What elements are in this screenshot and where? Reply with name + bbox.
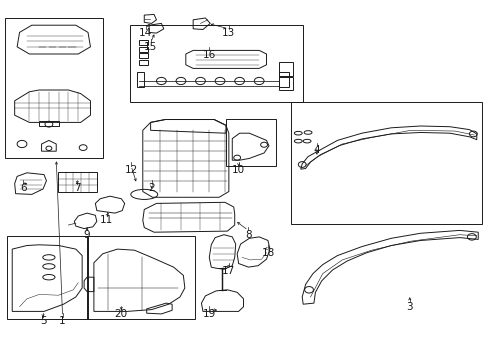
Bar (290, 102, 481, 224)
Bar (129, 25, 303, 102)
Text: 15: 15 (143, 42, 157, 52)
Text: 17: 17 (222, 266, 235, 276)
Text: 1: 1 (59, 316, 66, 326)
Text: 2: 2 (148, 183, 155, 193)
Text: 5: 5 (40, 316, 46, 326)
Text: 20: 20 (115, 309, 127, 319)
Text: 4: 4 (313, 145, 320, 156)
Bar (139, 40, 148, 45)
Text: 7: 7 (74, 183, 81, 193)
Bar (278, 62, 293, 76)
Bar (278, 77, 293, 90)
Text: 18: 18 (261, 248, 274, 258)
Text: 16: 16 (202, 50, 216, 60)
Bar (225, 119, 276, 166)
Bar (139, 47, 148, 52)
Text: 6: 6 (20, 183, 27, 193)
Bar (5, 18, 102, 158)
Text: 8: 8 (244, 230, 251, 240)
Bar (139, 60, 148, 65)
Text: 11: 11 (100, 215, 113, 225)
Text: 14: 14 (139, 28, 152, 38)
Text: 10: 10 (232, 165, 244, 175)
Bar (87, 236, 194, 319)
Text: 3: 3 (406, 302, 412, 312)
Bar (139, 53, 148, 58)
Bar (58, 172, 97, 192)
Text: 12: 12 (124, 165, 138, 175)
Text: 9: 9 (83, 230, 90, 240)
Bar (7, 236, 88, 319)
Text: 19: 19 (202, 309, 216, 319)
Text: 13: 13 (222, 28, 235, 38)
